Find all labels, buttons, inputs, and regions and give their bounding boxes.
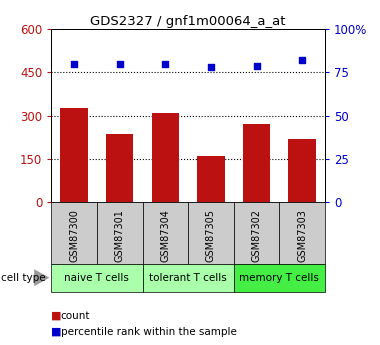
Bar: [279, 202, 325, 264]
Text: count: count: [61, 311, 90, 321]
Text: ■: ■: [51, 327, 62, 337]
Bar: [60, 108, 88, 202]
Point: [71, 61, 77, 67]
Bar: [188, 202, 234, 264]
Text: memory T cells: memory T cells: [239, 273, 319, 283]
Text: GSM87303: GSM87303: [297, 209, 307, 262]
Bar: [51, 264, 142, 292]
Text: GSM87300: GSM87300: [69, 209, 79, 262]
Point: [253, 63, 260, 68]
Text: GSM87305: GSM87305: [206, 209, 216, 262]
Polygon shape: [34, 269, 49, 286]
Point: [208, 65, 214, 70]
Title: GDS2327 / gnf1m00064_a_at: GDS2327 / gnf1m00064_a_at: [90, 15, 286, 28]
Text: naive T cells: naive T cells: [65, 273, 129, 283]
Text: percentile rank within the sample: percentile rank within the sample: [61, 327, 237, 337]
Bar: [106, 134, 133, 202]
Bar: [234, 202, 279, 264]
Text: GSM87302: GSM87302: [252, 209, 261, 262]
Text: GSM87304: GSM87304: [160, 209, 170, 262]
Bar: [243, 124, 270, 202]
Point: [117, 61, 123, 67]
Text: tolerant T cells: tolerant T cells: [149, 273, 227, 283]
Bar: [197, 156, 225, 202]
Bar: [142, 264, 234, 292]
Text: ■: ■: [51, 311, 62, 321]
Text: cell type: cell type: [1, 273, 45, 283]
Bar: [51, 202, 97, 264]
Point: [299, 58, 305, 63]
Point: [162, 61, 168, 67]
Bar: [97, 202, 142, 264]
Bar: [142, 202, 188, 264]
Bar: [152, 113, 179, 202]
Bar: [288, 139, 316, 202]
Text: GSM87301: GSM87301: [115, 209, 125, 262]
Bar: [234, 264, 325, 292]
